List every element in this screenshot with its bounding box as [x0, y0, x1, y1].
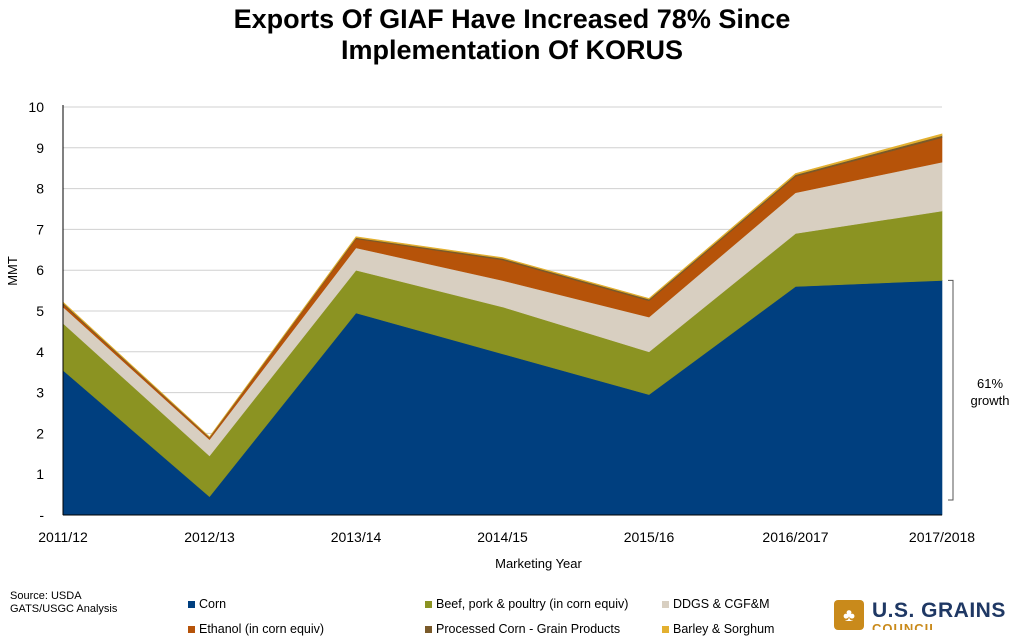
- y-tick-label: 7: [36, 221, 44, 237]
- legend-swatch-corn: [188, 601, 195, 609]
- legend-label-corn: Corn: [199, 597, 227, 611]
- legend-label-ethanol: Ethanol (in corn equiv): [199, 622, 325, 636]
- legend-label-ddgs: DDGS & CGF&M: [673, 597, 770, 611]
- y-tick-label: -: [39, 507, 44, 523]
- y-tick-label: 1: [36, 466, 44, 482]
- y-tick-label: 4: [36, 344, 44, 360]
- legend-swatch-ddgs: [662, 601, 669, 609]
- y-axis-title: MMT: [5, 256, 20, 286]
- y-tick-label: 2: [36, 425, 44, 441]
- wheat-logo-icon: ♣: [834, 600, 864, 630]
- logo-name: U.S. GRAINS: [872, 599, 1006, 622]
- x-tick-label: 2011/12: [38, 529, 88, 545]
- growth-annotation-text: growth: [970, 393, 1009, 408]
- legend-label-barley: Barley & Sorghum: [673, 622, 775, 636]
- x-tick-label: 2012/13: [184, 529, 235, 545]
- y-tick-label: 9: [36, 140, 44, 156]
- y-tick-label: 5: [36, 303, 44, 319]
- y-tick-label: 6: [36, 262, 44, 278]
- legend-label-meat: Beef, pork & poultry (in corn equiv): [436, 597, 629, 611]
- growth-annotation-text: 61%: [977, 376, 1003, 391]
- source-line-1: Source: USDA: [10, 590, 82, 602]
- chart-title-line-2: Implementation Of KORUS: [340, 35, 684, 65]
- usgc-logo: ♣ U.S. GRAINS COUNCIL: [834, 596, 1024, 630]
- legend-item-ddgs: DDGS & CGF&M: [662, 597, 770, 612]
- chart-title: Exports Of GIAF Have Increased 78% Since…: [0, 4, 1024, 66]
- x-tick-label: 2013/14: [331, 529, 382, 545]
- y-tick-label: 3: [36, 385, 44, 401]
- logo-sub: COUNCIL: [872, 621, 939, 630]
- source-note: Source: USDA GATS/USGC Analysis: [10, 590, 117, 616]
- x-tick-label: 2016/2017: [762, 529, 828, 545]
- y-tick-label: 8: [36, 181, 44, 197]
- x-axis-title: Marketing Year: [495, 556, 582, 571]
- legend-swatch-meat: [425, 601, 432, 609]
- source-line-2: GATS/USGC Analysis: [10, 603, 118, 615]
- legend-label-processed: Processed Corn - Grain Products: [436, 622, 621, 636]
- chart-title-line-1: Exports Of GIAF Have Increased 78% Since: [233, 4, 791, 34]
- x-tick-label: 2015/16: [624, 529, 675, 545]
- legend-item-meat: Beef, pork & poultry (in corn equiv): [425, 597, 628, 612]
- y-tick-label: 10: [28, 99, 44, 115]
- area-series-barley-sorghum: [62, 133, 943, 438]
- legend-item-corn: Corn: [188, 597, 226, 612]
- growth-bracket: [948, 279, 954, 501]
- x-tick-label: 2014/15: [477, 529, 528, 545]
- x-tick-label: 2017/2018: [909, 529, 975, 545]
